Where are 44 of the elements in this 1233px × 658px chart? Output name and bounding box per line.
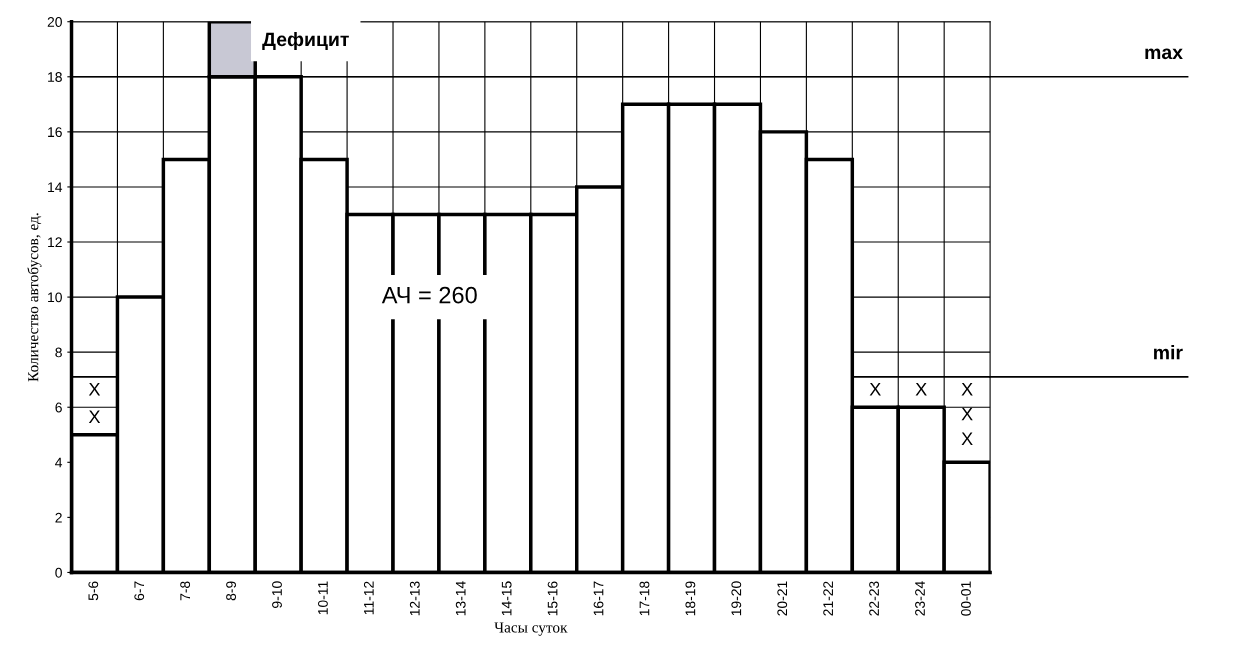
x-tick-label: 20-21: [777, 581, 788, 616]
y-tick-label: 14: [48, 182, 63, 192]
x-tick-label: 11-12: [363, 581, 374, 615]
y-tick-label: 0: [55, 567, 62, 578]
x-tick-label: 21-22: [823, 581, 833, 616]
annotation: X: [961, 432, 973, 445]
x-tick-label: 22-23: [869, 581, 879, 616]
annotation: X: [88, 410, 101, 423]
annotation: X: [88, 382, 101, 396]
ref-line-label: mir: [1154, 345, 1183, 360]
x-tick-label: 17-18: [639, 581, 650, 616]
x-tick-label: 9-10: [272, 581, 282, 608]
annotation: X: [869, 382, 881, 396]
y-tick-label: 18: [48, 72, 62, 82]
y-tick-label: 6: [55, 402, 62, 413]
annotation: X: [961, 407, 973, 421]
x-tick-label: 19-20: [731, 581, 742, 616]
x-tick-label: 5-6: [88, 581, 99, 601]
annotation: Дефицит: [262, 31, 349, 51]
y-tick-label: 4: [55, 457, 63, 468]
y-tick-label: 20: [47, 17, 62, 27]
x-tick-label: 00-01: [961, 581, 971, 616]
annotation: АЧ = 260: [381, 286, 477, 304]
y-tick-label: 8: [55, 347, 62, 358]
y-tick-label: 2: [55, 512, 62, 523]
x-tick-label: 8-9: [226, 581, 236, 601]
x-tick-label: 7-8: [180, 581, 191, 601]
y-axis-title: Количество автобусов, ед.: [27, 213, 42, 382]
ref-line-label: max: [1145, 48, 1183, 60]
x-tick-label: 18-19: [685, 581, 696, 616]
annotation: X: [961, 382, 973, 396]
x-tick-label: 14-15: [501, 581, 512, 616]
x-tick-label: 12-13: [409, 581, 420, 616]
y-tick-label: 12: [48, 237, 62, 248]
x-axis-title: Часы суток: [494, 622, 568, 636]
y-tick-label: 10: [48, 292, 62, 303]
x-tick-label: 6-7: [134, 581, 145, 601]
x-tick-label: 16-17: [593, 581, 604, 616]
annotation: X: [915, 382, 927, 396]
x-tick-label: 13-14: [455, 581, 466, 616]
y-tick-label: 16: [48, 127, 62, 138]
x-tick-label: 23-24: [915, 581, 925, 616]
x-tick-label: 15-16: [547, 581, 558, 616]
x-tick-label: 10-11: [318, 581, 328, 615]
